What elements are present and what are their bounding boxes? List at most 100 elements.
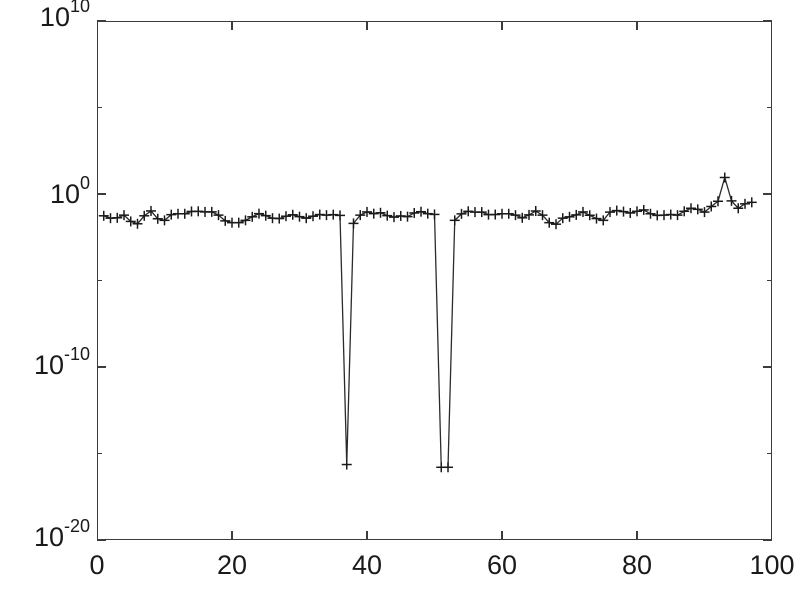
data-point-marker (213, 210, 224, 221)
data-point-marker (294, 211, 305, 222)
plot-area (97, 20, 772, 541)
data-point-marker (112, 212, 123, 223)
data-point-marker (564, 211, 575, 222)
x-tick-major (636, 21, 638, 30)
axes-frame (97, 21, 772, 540)
data-point-marker (443, 462, 453, 473)
data-point-marker (490, 209, 501, 220)
data-point-marker (578, 206, 588, 217)
data-point-marker (476, 207, 487, 218)
data-point-marker (341, 459, 352, 470)
y-tick-mantissa: 10 (33, 350, 64, 380)
y-tick-minor (97, 106, 102, 109)
data-point-marker (692, 204, 703, 215)
data-point-marker (146, 205, 156, 216)
data-point-marker (389, 212, 399, 223)
data-point-marker (686, 203, 696, 214)
x-tick-major (366, 21, 368, 30)
x-tick-label-100: 100 (749, 550, 795, 580)
data-point-marker (530, 206, 541, 217)
x-tick-major (636, 531, 638, 540)
data-point-marker (584, 210, 595, 221)
data-point-marker (611, 205, 622, 216)
data-point-marker (429, 209, 440, 220)
data-point-marker (598, 215, 609, 226)
data-point-marker (537, 210, 548, 221)
data-point-marker (557, 213, 568, 224)
y-tick-major (97, 193, 106, 195)
data-point-marker (348, 218, 359, 229)
data-point-marker (260, 210, 271, 221)
y-tick-minor (97, 279, 102, 282)
data-point-marker (726, 195, 737, 206)
data-point-marker (679, 206, 690, 217)
data-point-marker (422, 208, 433, 219)
x-tick-label-0: 0 (89, 550, 105, 580)
y-tick-major (763, 20, 772, 22)
y-tick-label-1e-10: 10-10 (0, 345, 90, 380)
data-point-marker (503, 208, 514, 219)
data-point-marker (233, 217, 244, 228)
data-point-marker (409, 207, 420, 218)
series-line (103, 176, 746, 468)
y-tick-mantissa: 10 (33, 522, 64, 552)
data-point-marker (166, 209, 177, 220)
x-tick-label-20: 20 (216, 550, 248, 580)
data-point-marker (551, 219, 561, 230)
x-tick-major (501, 531, 503, 540)
data-point-marker (605, 207, 615, 218)
y-tick-exponent: 10 (69, 0, 90, 16)
data-point-marker (719, 172, 730, 183)
data-point-marker (132, 218, 143, 229)
x-tick-major (231, 21, 233, 30)
y-tick-major (763, 539, 772, 541)
data-point-marker (402, 211, 413, 222)
y-tick-label-1e10: 1010 (0, 0, 90, 32)
x-tick-label-60: 60 (486, 550, 518, 580)
data-point-marker (524, 209, 534, 220)
data-point-marker (713, 196, 723, 207)
y-tick-minor (767, 279, 772, 282)
data-point-marker (544, 217, 555, 228)
y-axis-tick-label-group: 1010 100 10-10 10-20 (0, 0, 90, 600)
data-point-marker (254, 208, 264, 219)
series-markers (98, 172, 757, 473)
data-point-marker (672, 210, 683, 221)
y-tick-minor (97, 452, 102, 455)
data-point-marker (638, 204, 649, 215)
data-point-marker (335, 210, 345, 221)
y-tick-exponent: -20 (63, 516, 90, 536)
data-point-marker (625, 207, 636, 218)
y-tick-mantissa: 10 (39, 2, 70, 32)
data-point-marker (152, 213, 163, 224)
data-point-marker (375, 207, 386, 218)
data-point-marker (355, 210, 366, 221)
data-point-marker (699, 207, 710, 218)
data-point-marker (706, 201, 717, 212)
data-point-marker (632, 206, 642, 217)
y-tick-major (97, 539, 106, 541)
data-point-marker (456, 208, 467, 219)
data-point-marker (591, 213, 602, 224)
y-tick-mantissa: 10 (49, 179, 80, 209)
data-point-marker (517, 212, 528, 223)
data-point-marker (746, 197, 757, 208)
data-point-marker (740, 198, 750, 209)
data-point-marker (206, 206, 217, 217)
y-tick-label-1e-20: 10-20 (0, 517, 90, 552)
data-point-marker (645, 208, 656, 219)
y-tick-major (97, 366, 106, 368)
data-point-marker (139, 210, 150, 221)
x-tick-major (366, 531, 368, 540)
data-point-marker (449, 215, 460, 226)
y-tick-major (763, 193, 772, 195)
y-tick-major (763, 366, 772, 368)
y-tick-major (97, 20, 106, 22)
data-point-marker (510, 210, 521, 221)
data-point-marker (159, 215, 170, 226)
data-point-marker (119, 210, 129, 221)
y-tick-label-1e0: 100 (0, 174, 90, 209)
y-tick-minor (767, 106, 772, 109)
